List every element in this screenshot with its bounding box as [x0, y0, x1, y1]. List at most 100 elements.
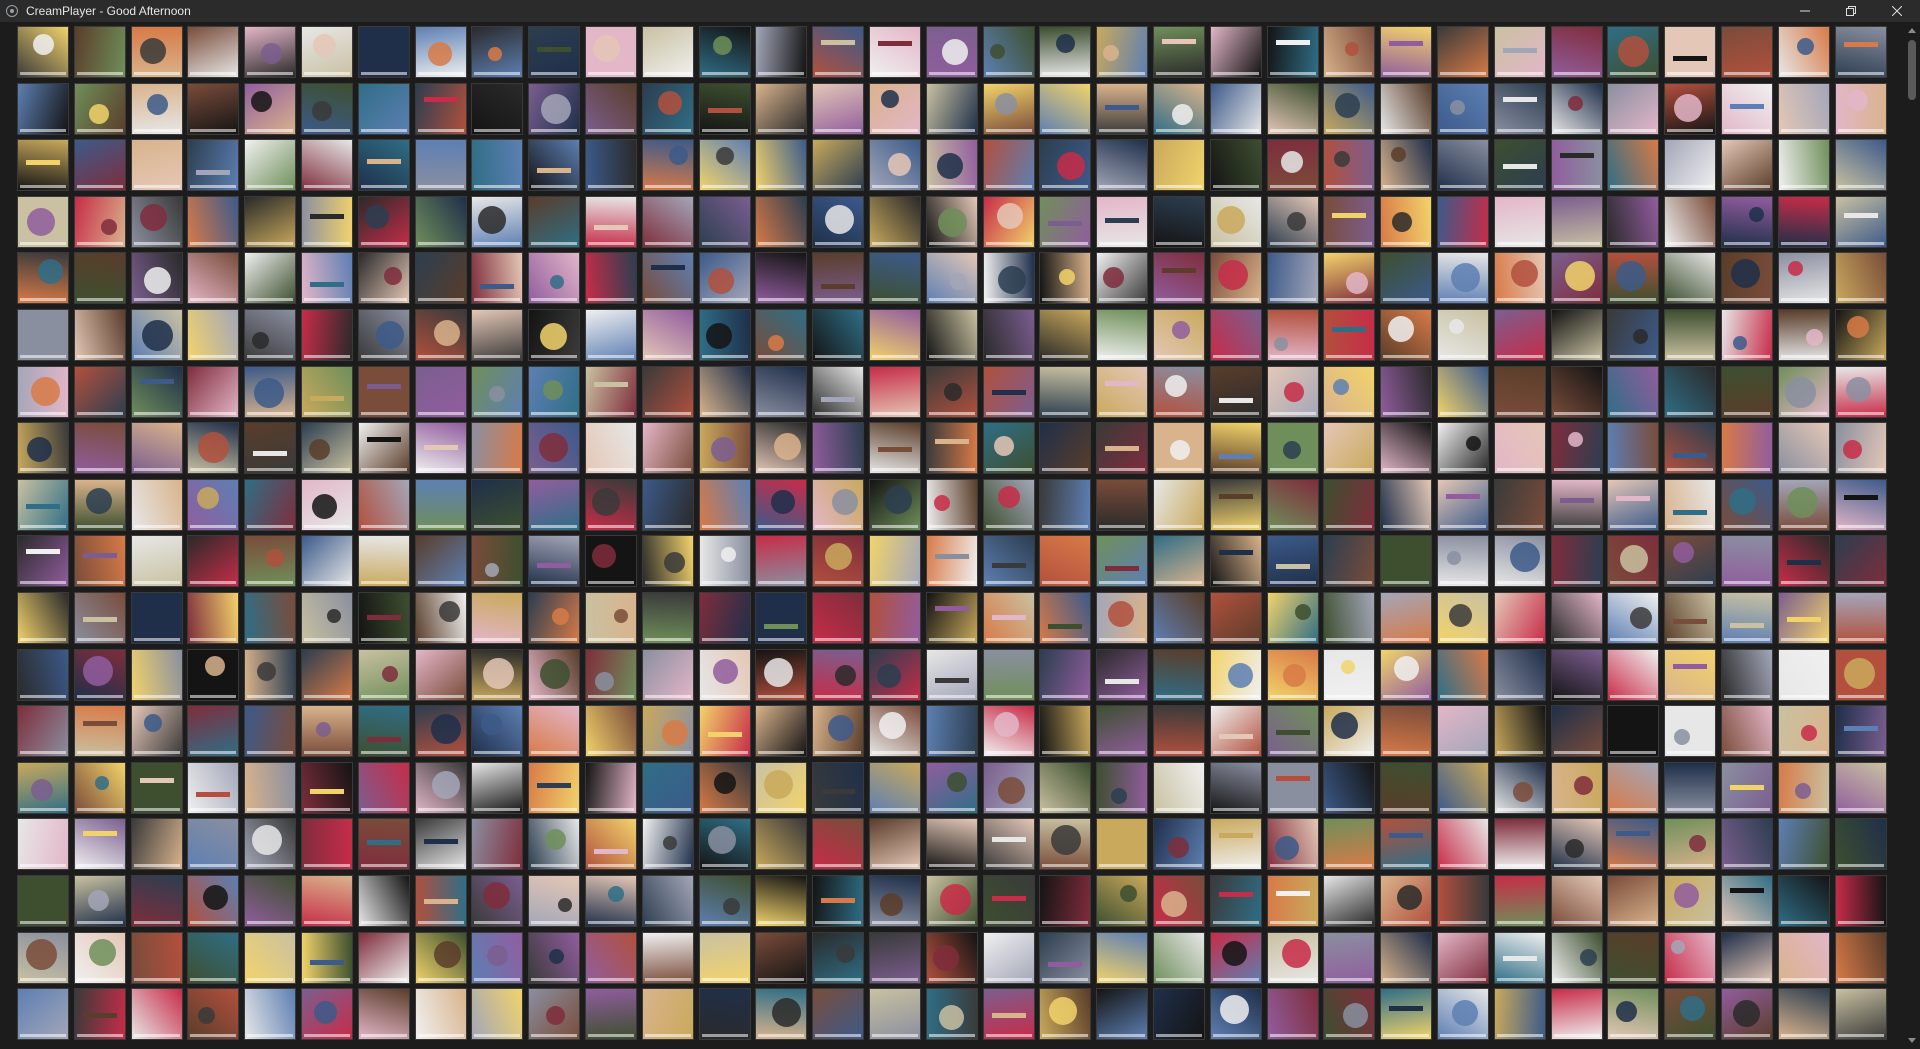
album-cover[interactable] [357, 591, 410, 644]
album-cover[interactable] [641, 422, 694, 475]
album-cover[interactable] [17, 874, 69, 927]
album-cover[interactable] [1834, 931, 1887, 984]
album-cover[interactable] [755, 252, 808, 305]
album-cover[interactable] [528, 988, 581, 1041]
album-cover[interactable] [641, 874, 694, 927]
album-cover[interactable] [925, 818, 978, 871]
album-cover[interactable] [73, 195, 126, 248]
album-cover[interactable] [1550, 365, 1603, 418]
album-cover[interactable] [1493, 705, 1546, 758]
album-cover[interactable] [17, 648, 69, 701]
album-cover[interactable] [868, 535, 921, 588]
album-cover[interactable] [1834, 139, 1887, 192]
album-cover[interactable] [812, 365, 865, 418]
album-cover[interactable] [1152, 761, 1205, 814]
album-cover[interactable] [1039, 365, 1092, 418]
album-cover[interactable] [1096, 478, 1149, 531]
album-cover[interactable] [300, 818, 353, 871]
album-cover[interactable] [1152, 139, 1205, 192]
album-cover[interactable] [187, 761, 240, 814]
album-cover[interactable] [1152, 591, 1205, 644]
album-cover[interactable] [414, 195, 467, 248]
album-cover[interactable] [1664, 761, 1717, 814]
album-cover[interactable] [1266, 535, 1319, 588]
album-cover[interactable] [868, 591, 921, 644]
album-cover[interactable] [300, 535, 353, 588]
album-cover[interactable] [1607, 535, 1660, 588]
album-cover[interactable] [1380, 818, 1433, 871]
album-cover[interactable] [1209, 82, 1262, 135]
album-cover[interactable] [1834, 478, 1887, 531]
album-cover[interactable] [1720, 422, 1773, 475]
album-cover[interactable] [1436, 535, 1489, 588]
album-cover[interactable] [1039, 195, 1092, 248]
album-cover[interactable] [1607, 874, 1660, 927]
vertical-scrollbar[interactable] [1904, 22, 1920, 1049]
album-cover[interactable] [357, 26, 410, 78]
album-cover[interactable] [641, 26, 694, 78]
album-cover[interactable] [357, 818, 410, 871]
album-cover[interactable] [1209, 195, 1262, 248]
album-cover[interactable] [1550, 818, 1603, 871]
album-cover[interactable] [244, 535, 297, 588]
album-cover[interactable] [1777, 195, 1830, 248]
album-cover[interactable] [1380, 535, 1433, 588]
album-cover[interactable] [1266, 874, 1319, 927]
album-cover[interactable] [584, 818, 637, 871]
album-cover[interactable] [1152, 478, 1205, 531]
album-cover[interactable] [1550, 648, 1603, 701]
album-cover[interactable] [812, 761, 865, 814]
album-cover[interactable] [755, 931, 808, 984]
album-cover[interactable] [130, 648, 183, 701]
album-cover[interactable] [1720, 648, 1773, 701]
album-cover[interactable] [1777, 422, 1830, 475]
album-cover[interactable] [982, 648, 1035, 701]
album-cover[interactable] [73, 478, 126, 531]
album-cover[interactable] [1266, 818, 1319, 871]
album-cover[interactable] [641, 82, 694, 135]
album-cover[interactable] [17, 988, 69, 1041]
album-cover[interactable] [812, 195, 865, 248]
album-cover[interactable] [1209, 705, 1262, 758]
album-cover[interactable] [1266, 252, 1319, 305]
album-cover[interactable] [1266, 365, 1319, 418]
album-cover[interactable] [1380, 26, 1433, 78]
album-cover[interactable] [244, 308, 297, 361]
album-cover[interactable] [1039, 82, 1092, 135]
album-cover[interactable] [357, 82, 410, 135]
album-cover[interactable] [1323, 874, 1376, 927]
album-cover[interactable] [471, 195, 524, 248]
album-cover[interactable] [982, 761, 1035, 814]
album-cover[interactable] [755, 648, 808, 701]
album-cover[interactable] [1493, 648, 1546, 701]
album-cover[interactable] [1266, 705, 1319, 758]
album-cover[interactable] [1607, 365, 1660, 418]
album-cover[interactable] [925, 82, 978, 135]
album-cover[interactable] [1323, 308, 1376, 361]
album-cover[interactable] [244, 82, 297, 135]
album-cover[interactable] [357, 478, 410, 531]
album-cover[interactable] [1664, 535, 1717, 588]
album-cover[interactable] [357, 252, 410, 305]
album-cover[interactable] [1436, 818, 1489, 871]
album-cover[interactable] [1493, 308, 1546, 361]
album-cover[interactable] [187, 591, 240, 644]
album-cover[interactable] [1380, 308, 1433, 361]
album-cover[interactable] [755, 818, 808, 871]
album-cover[interactable] [244, 26, 297, 78]
album-cover[interactable] [698, 422, 751, 475]
album-cover[interactable] [130, 931, 183, 984]
album-cover[interactable] [1323, 761, 1376, 814]
album-cover[interactable] [1380, 195, 1433, 248]
album-cover[interactable] [755, 988, 808, 1041]
album-cover[interactable] [1607, 988, 1660, 1041]
album-cover[interactable] [244, 818, 297, 871]
album-cover[interactable] [1096, 591, 1149, 644]
album-cover[interactable] [584, 931, 637, 984]
album-cover[interactable] [187, 874, 240, 927]
album-cover[interactable] [414, 535, 467, 588]
album-cover[interactable] [471, 931, 524, 984]
album-cover[interactable] [982, 591, 1035, 644]
album-cover[interactable] [528, 931, 581, 984]
album-cover[interactable] [1550, 705, 1603, 758]
